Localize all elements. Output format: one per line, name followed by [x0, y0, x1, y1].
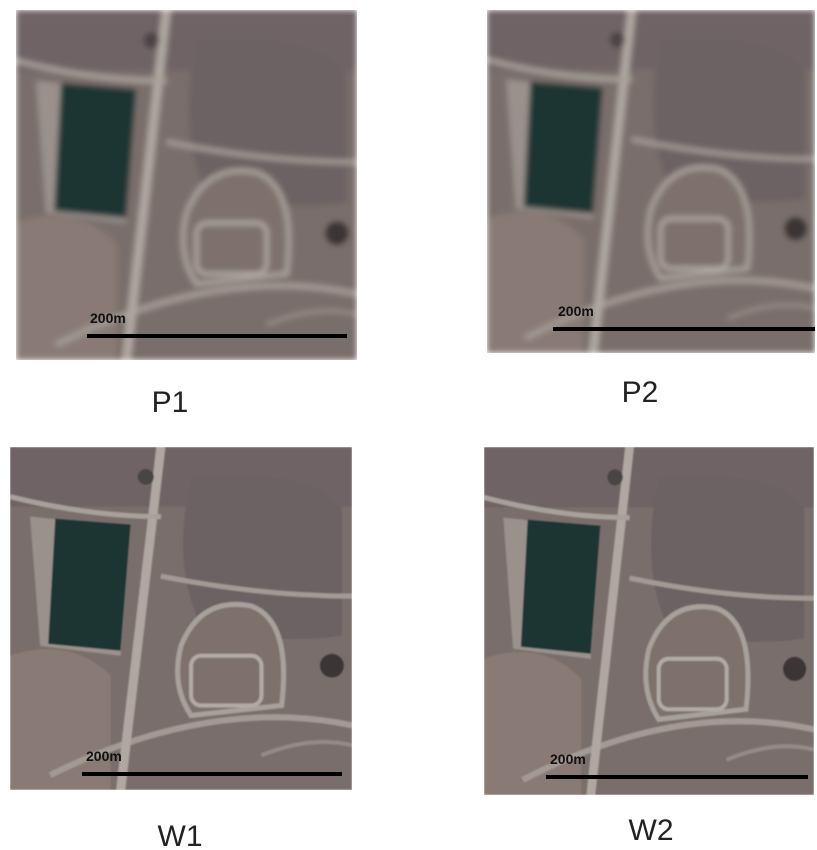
- scale-text: 200m: [558, 303, 594, 319]
- satellite-image: [16, 10, 357, 360]
- satellite-image: [10, 447, 352, 790]
- panel-label: P2: [622, 376, 659, 409]
- panel-label: W2: [629, 814, 674, 847]
- scale-text: 200m: [90, 310, 126, 326]
- panel-label: W1: [158, 820, 203, 850]
- panel-label: P1: [152, 386, 189, 419]
- figure: 200m P1 200m P2 200m W1 200m W2: [0, 0, 817, 850]
- satellite-image: [484, 447, 814, 795]
- scale-text: 200m: [86, 748, 122, 764]
- figure-canvas: 200m P1 200m P2 200m W1 200m W2: [0, 0, 817, 850]
- satellite-image: [487, 10, 815, 353]
- scale-text: 200m: [550, 751, 586, 767]
